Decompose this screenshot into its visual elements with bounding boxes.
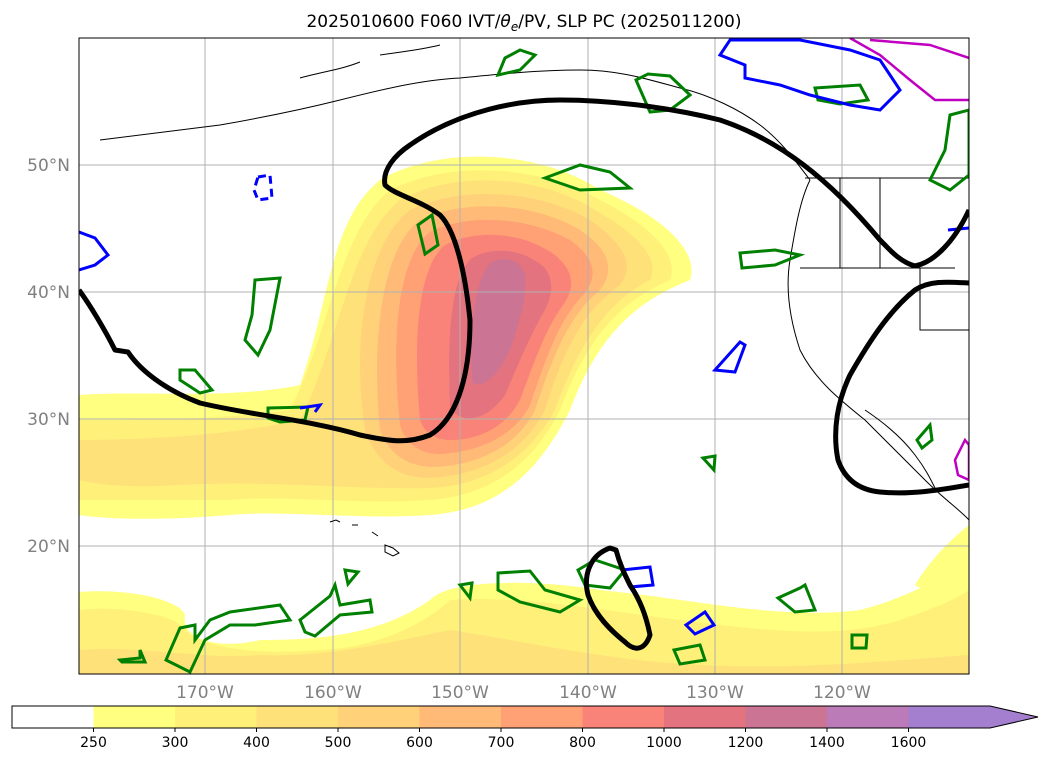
colorbar-segment [745, 706, 828, 728]
alaska-coast [99, 69, 811, 181]
pv-blue-2 [252, 173, 274, 202]
lon-label-120: 120°W [813, 683, 871, 703]
pv-blue-1 [79, 230, 111, 272]
colorbar-segment [256, 706, 339, 728]
pv-green-18 [850, 633, 869, 650]
lat-label-40: 40°N [27, 283, 70, 303]
pv-green-22 [343, 568, 361, 588]
pv-green-14 [298, 580, 374, 638]
lat-label-20: 20°N [27, 537, 70, 557]
pv-blue-4 [711, 340, 747, 374]
colorbar-segment [582, 706, 665, 728]
coastlines [99, 44, 969, 557]
colorbar-segment [93, 706, 176, 728]
colorbar-segment [664, 706, 746, 728]
slp-contour-main [79, 97, 969, 444]
lat-label-50: 50°N [27, 156, 70, 176]
colorbar-tick-label: 700 [488, 735, 515, 751]
na-west-coast [787, 179, 969, 521]
map-panel [79, 38, 969, 674]
pv-green-11 [915, 421, 934, 451]
lon-label-130: 130°W [686, 683, 744, 703]
colorbar-segment [501, 706, 583, 728]
pv-green-6 [243, 276, 282, 358]
colorbar-tick-label: 300 [162, 735, 189, 751]
pv-green-15 [496, 569, 584, 614]
colorbar-segment [827, 706, 909, 728]
colorbar-tick-label: 400 [243, 735, 270, 751]
lon-labels: 170°W 160°W 150°W 140°W 130°W 120°W [176, 683, 871, 703]
border-states [800, 178, 969, 331]
pv-green-21 [116, 649, 148, 664]
lat-labels: 50°N 40°N 30°N 20°N [27, 156, 70, 557]
pv-green-20 [457, 581, 474, 602]
pv-green-19 [671, 643, 707, 666]
pv-green-5 [416, 212, 440, 257]
lon-label-160: 160°W [304, 683, 362, 703]
colorbar-segment [338, 706, 420, 728]
colorbar-tick-label: 1200 [728, 735, 764, 751]
colorbar-tick-label: 800 [569, 735, 596, 751]
colorbar-tick-label: 250 [80, 735, 107, 751]
colorbar-tick-label: 500 [325, 735, 352, 751]
colorbar-segment [175, 706, 257, 728]
pv-blue-6 [683, 609, 717, 636]
map-frame [78, 37, 970, 675]
pv-magenta-2 [869, 38, 969, 60]
lat-label-30: 30°N [27, 410, 70, 430]
pv-blue-8 [299, 402, 324, 413]
pv-green-17 [775, 582, 818, 614]
colorbar-tick-label: 1000 [646, 735, 682, 751]
lon-label-150: 150°W [431, 683, 489, 703]
gridlines [79, 38, 969, 674]
lon-label-140: 140°W [559, 683, 617, 703]
hawaii [329, 519, 400, 557]
pv-green-9 [738, 248, 806, 270]
colorbar-outline [11, 705, 1039, 729]
pv-green-13 [164, 603, 293, 674]
ivt-south-300 [79, 590, 969, 674]
slp-contour-south [584, 545, 653, 651]
ivt-1200 [471, 258, 526, 385]
pv-blue-3 [717, 38, 902, 112]
ivt-south-400 [79, 630, 969, 674]
colorbar-segment [419, 706, 502, 728]
colorbar-segment [908, 706, 1038, 728]
pv-green-12 [700, 454, 717, 474]
slp-contour-east [833, 279, 969, 496]
pv-magenta-1 [849, 38, 969, 102]
pv-green-2 [634, 72, 693, 114]
baja [864, 409, 936, 489]
pv-green-4 [540, 163, 635, 192]
pv-green-7 [178, 368, 215, 395]
colorbar-segment [12, 706, 94, 728]
pv-green-1 [495, 48, 538, 78]
colorbar-tick-label: 1400 [809, 735, 845, 751]
slp-contours [79, 97, 969, 651]
pv-green-10 [927, 108, 969, 192]
alaska-islands [299, 44, 441, 79]
colorbar-tick-label: 1600 [891, 735, 927, 751]
colorbar: 250 300 400 500 600 700 800 1000 1200 1400 1600 [11, 705, 1039, 751]
figure-title: 2025010600 F060 IVT/θe/PV, SLP PC (20250… [306, 12, 741, 34]
ivt-east-250 [915, 525, 969, 592]
pv-magenta-contours [849, 38, 969, 482]
lon-label-170: 170°W [176, 683, 234, 703]
colorbar-tick-label: 600 [406, 735, 433, 751]
pv-magenta-3 [953, 437, 969, 482]
